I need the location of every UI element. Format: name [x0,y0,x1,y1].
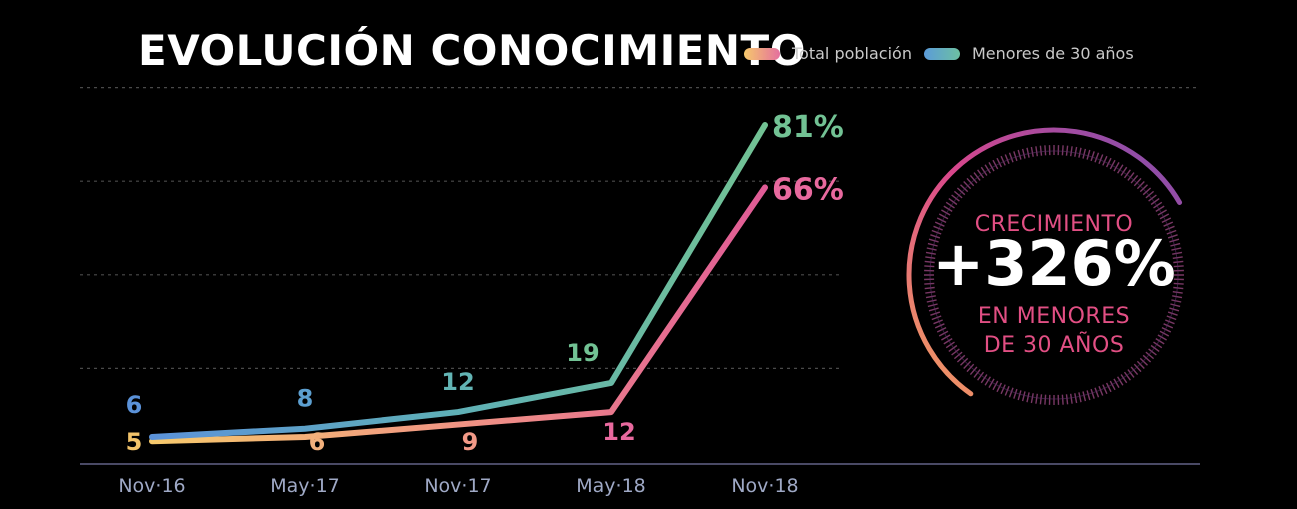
data-label-total-4: 66% [772,172,844,207]
x-tick-label-1: May·17 [270,475,340,497]
legend-swatch-total [744,47,780,60]
ring-inner [929,150,1179,400]
legend-label-total: Total población [792,44,912,63]
callout-line1: CRECIMIENTO [974,212,1134,237]
ring-ticks [924,145,1184,405]
x-tick-label-0: Nov·16 [118,475,185,497]
callout-line3: DE 30 AÑOS [983,333,1125,358]
legend-item-total: Total población [744,44,912,63]
data-label-young-0: 6 [126,391,143,419]
series-layer [149,122,768,445]
callout-value: +326% [932,227,1176,300]
grid-lines [80,86,1200,369]
growth-ring [906,127,1184,405]
callout-line2: EN MENORES [977,304,1131,329]
x-tick-label-3: May·18 [576,475,646,497]
data-label-young-4: 81% [772,110,844,145]
chart-title: EVOLUCIÓN CONOCIMIENTO [138,26,806,75]
data-labels: 5 6 9 12 66% 6 8 12 19 81% [126,110,844,456]
x-tick-label-2: Nov·17 [424,475,491,497]
ring-arc [906,127,1183,397]
series-line-young [149,122,768,441]
data-label-total-0: 5 [126,428,143,456]
data-label-total-1: 6 [309,428,326,456]
series-line-total [149,184,768,445]
legend-item-young: Menores de 30 años [924,44,1134,63]
data-label-young-1: 8 [297,385,314,413]
data-label-young-3: 19 [566,339,599,367]
x-tick-label-4: Nov·18 [731,475,798,497]
data-label-young-2: 12 [441,368,474,396]
x-tick-labels: Nov·16 May·17 Nov·17 May·18 Nov·18 [118,475,798,497]
data-label-total-2: 9 [462,428,479,456]
data-label-total-3: 12 [602,418,635,446]
legend-swatch-young [924,47,960,60]
legend-label-young: Menores de 30 años [972,44,1134,63]
